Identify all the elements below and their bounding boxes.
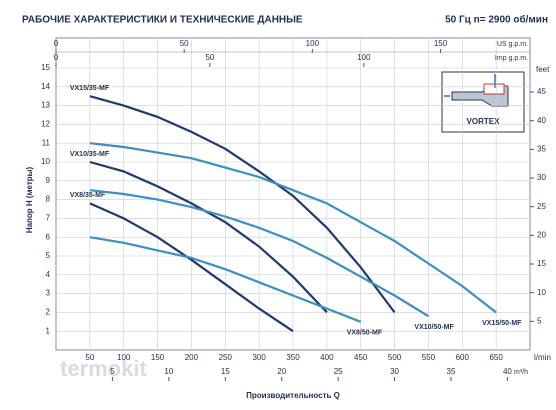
x-us-tick-label: 0 [54, 39, 59, 48]
title: РАБОЧИЕ ХАРАКТЕРИСТИКИ И ТЕХНИЧЕСКИЕ ДАН… [22, 15, 303, 26]
series-label: VX8/50-MF [347, 330, 383, 337]
x-us-tick-label: 100 [306, 39, 320, 48]
curve [89, 236, 362, 323]
x-m3h-tick-label: 25 [334, 367, 343, 376]
x-m3h-tick-label: 10 [164, 367, 173, 376]
x-us-tick-label: 50 [180, 39, 189, 48]
y-tick-label: 15 [41, 63, 50, 72]
x-tick-label: 500 [388, 353, 402, 362]
x-m3h-tick-label: 35 [447, 367, 456, 376]
x-m3h-tick-label: 30 [390, 367, 399, 376]
y-tick-label: 3 [46, 289, 51, 298]
x-unit: l/min [534, 353, 551, 362]
x-imp-unit: Imp g.p.m. [495, 55, 528, 62]
x-tick-label: 550 [422, 353, 436, 362]
inset-label: VORTEX [467, 117, 501, 126]
y-tick-label: 5 [46, 251, 51, 260]
series-label: VX15/50-MF [482, 320, 522, 327]
x-tick-label: 150 [151, 353, 165, 362]
x-tick-label: 250 [219, 353, 233, 362]
x-tick-label: 100 [117, 353, 131, 362]
y-tick-label: 11 [42, 138, 51, 147]
x-tick-label: 450 [354, 353, 368, 362]
y-tick-label: 10 [41, 157, 50, 166]
x-m3h-tick-label: 40 [503, 367, 512, 376]
x-m3h-unit: m³/h [514, 369, 528, 376]
y2-tick-label: 10 [537, 288, 546, 297]
y2-tick-label: 20 [537, 230, 546, 239]
y-tick-label: 4 [46, 270, 51, 279]
y2-tick-label: 25 [537, 202, 546, 211]
y2-tick-label: 15 [537, 259, 546, 268]
curve [89, 95, 396, 314]
y-tick-label: 12 [41, 120, 50, 129]
x-tick-label: 400 [320, 353, 334, 362]
y2-tick-label: 5 [537, 316, 542, 325]
curve [89, 189, 429, 318]
series-label: VX15/35-MF [70, 85, 110, 92]
y-tick-label: 8 [46, 195, 51, 204]
x-axis-title: Производительность Q [246, 391, 340, 400]
inset-box [441, 71, 525, 133]
x-us-tick-label: 150 [434, 39, 448, 48]
y2-tick-label: 30 [537, 173, 546, 182]
y-tick-label: 7 [46, 214, 51, 223]
vortex-inset: VORTEX [441, 71, 525, 133]
series-label: VX8/35-MF [70, 192, 106, 199]
watermark: termokit [60, 356, 147, 381]
y-tick-label: 1 [46, 326, 51, 335]
series-label: VX10/35-MF [70, 151, 110, 158]
x-tick-label: 200 [185, 353, 199, 362]
curve [89, 142, 497, 314]
x-m3h-tick-label: 5 [110, 367, 115, 376]
y2-unit: feet [536, 65, 550, 74]
x-imp-tick-label: 0 [54, 53, 59, 62]
x-tick-label: 50 [85, 353, 94, 362]
impeller [483, 83, 505, 95]
y-tick-label: 9 [46, 176, 51, 185]
y-tick-label: 14 [41, 82, 50, 91]
x-imp-tick-label: 50 [205, 53, 214, 62]
y-tick-label: 13 [41, 101, 50, 110]
y-axis-title: Напор H (метры) [25, 167, 34, 234]
series-label: VX10/50-MF [414, 324, 454, 331]
y2-tick-label: 45 [537, 87, 546, 96]
x-tick-label: 300 [252, 353, 266, 362]
y2-tick-label: 35 [537, 144, 546, 153]
curve [89, 202, 294, 333]
y-tick-label: 2 [46, 308, 51, 317]
subtitle: 50 Гц n= 2900 об/мин [445, 14, 548, 26]
flow-arrow [444, 74, 496, 97]
x-tick-label: 350 [286, 353, 300, 362]
x-m3h-tick-label: 20 [277, 367, 286, 376]
x-imp-tick-label: 100 [357, 53, 371, 62]
x-tick-label: 600 [456, 353, 470, 362]
x-tick-label: 650 [489, 353, 503, 362]
x-m3h-tick-label: 15 [221, 367, 230, 376]
y2-tick-label: 40 [537, 116, 546, 125]
y-tick-label: 6 [46, 232, 51, 241]
x-us-unit: US g.p.m. [497, 41, 528, 48]
